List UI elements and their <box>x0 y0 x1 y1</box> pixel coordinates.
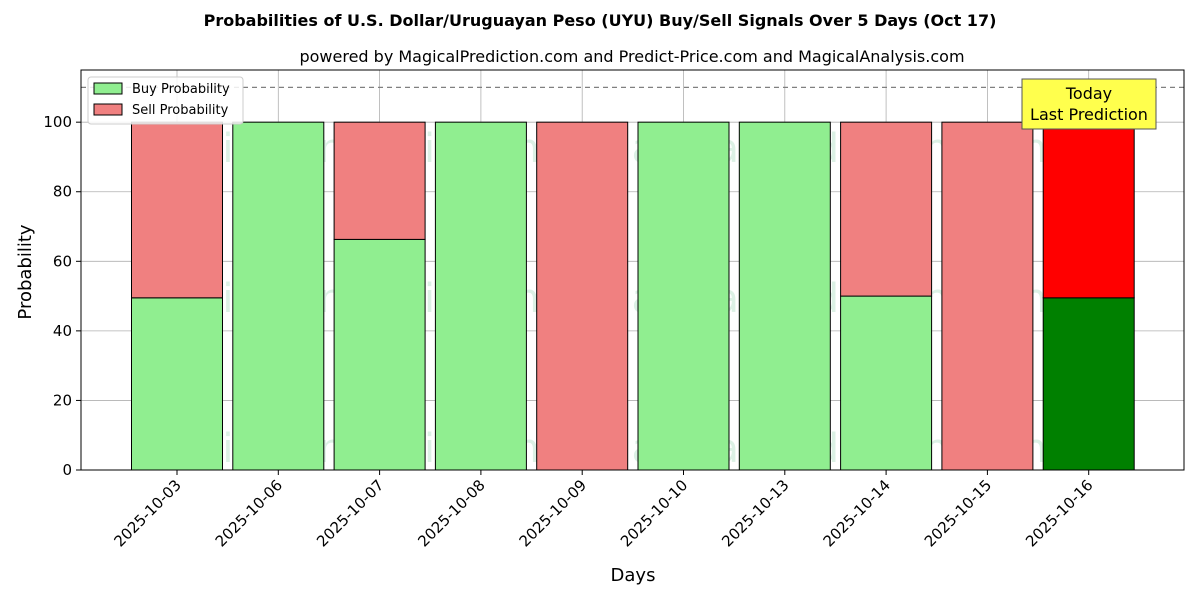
x-axis-label: Days <box>611 565 656 586</box>
sell-bar <box>333 121 426 240</box>
x-tick-label: 2025-10-06 <box>212 476 286 550</box>
sell-bar <box>941 121 1034 471</box>
x-tick-label: 2025-10-07 <box>313 476 387 550</box>
sell-bar <box>131 121 223 299</box>
y-tick-label: 0 <box>62 461 72 479</box>
chart-subtitle: powered by MagicalPrediction.com and Pre… <box>299 47 964 66</box>
buy-bar <box>434 121 527 471</box>
chart-title: Probabilities of U.S. Dollar/Uruguayan P… <box>204 11 997 30</box>
y-tick-label: 100 <box>43 113 72 131</box>
today-annotation: Today Last Prediction <box>1021 78 1157 130</box>
legend: Buy Probability Sell Probability <box>87 76 244 125</box>
legend-swatch-sell <box>93 103 123 116</box>
plot-area-frame <box>80 69 1185 471</box>
buy-bar <box>333 238 426 471</box>
x-tick-label: 2025-10-09 <box>516 476 590 550</box>
sell-bar <box>1042 121 1135 299</box>
y-axis: 0 20 40 60 80 100 <box>43 113 81 479</box>
x-tick-label: 2025-10-13 <box>718 476 792 550</box>
buy-bar <box>840 295 933 471</box>
y-axis-label: Probability <box>15 224 36 319</box>
annotation-line-2: Last Prediction <box>1030 105 1148 124</box>
buy-bar <box>232 121 325 471</box>
y-tick-label: 40 <box>53 322 72 340</box>
x-tick-label: 2025-10-10 <box>617 476 691 550</box>
y-tick-label: 80 <box>53 183 72 201</box>
buy-bar <box>1042 297 1135 471</box>
annotation-line-1: Today <box>1065 84 1112 103</box>
buy-bar <box>131 297 223 471</box>
x-tick-label: 2025-10-14 <box>820 476 894 550</box>
x-tick-label: 2025-10-08 <box>414 476 488 550</box>
legend-box <box>87 76 244 125</box>
annotation-box <box>1021 78 1157 130</box>
legend-label-buy: Buy Probability <box>132 82 230 97</box>
buy-bar <box>637 121 730 471</box>
sell-bar <box>840 121 933 297</box>
x-tick-label: 2025-10-15 <box>921 476 995 550</box>
y-tick-label: 60 <box>53 252 72 270</box>
bars <box>131 121 1135 471</box>
x-axis: 2025-10-03 2025-10-06 2025-10-07 2025-10-08… <box>110 470 1097 550</box>
y-tick-label: 20 <box>53 391 72 409</box>
legend-label-sell: Sell Probability <box>132 103 229 118</box>
sell-bar <box>536 121 629 471</box>
legend-swatch-buy <box>93 82 123 95</box>
x-tick-label: 2025-10-16 <box>1022 476 1096 550</box>
buy-bar <box>738 121 831 471</box>
x-tick-label: 2025-10-03 <box>110 476 184 550</box>
